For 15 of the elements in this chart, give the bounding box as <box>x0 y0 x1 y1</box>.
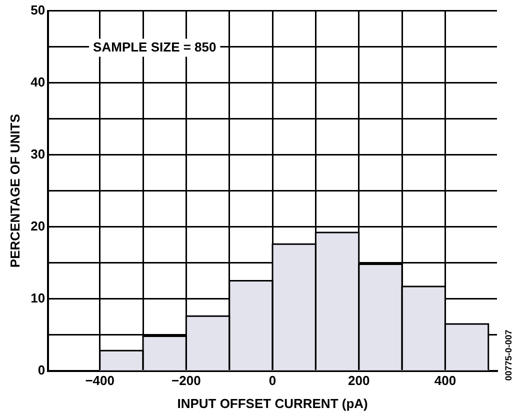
x-tick-label: −200 <box>172 373 201 388</box>
y-tick-label: 10 <box>30 290 46 306</box>
text: 00775-0-007 <box>503 330 514 381</box>
y-tick-label: 20 <box>30 218 46 234</box>
x-tick-label: 0 <box>268 373 276 388</box>
y-tick-label: 40 <box>30 74 46 90</box>
y-tick-label: 50 <box>30 2 46 18</box>
x-tick-label: −400 <box>85 373 115 388</box>
y-axis-title: PERCENTAGE OF UNITS <box>7 114 22 268</box>
x-tick-label: 400 <box>434 373 456 388</box>
x-tick-label: 200 <box>348 373 370 388</box>
y-tick-label: 30 <box>30 146 46 162</box>
y-tick-label: 0 <box>38 362 46 378</box>
annotation: SAMPLE SIZE = 850 <box>93 39 216 54</box>
x-axis-title: INPUT OFFSET CURRENT (pA) <box>177 396 368 411</box>
